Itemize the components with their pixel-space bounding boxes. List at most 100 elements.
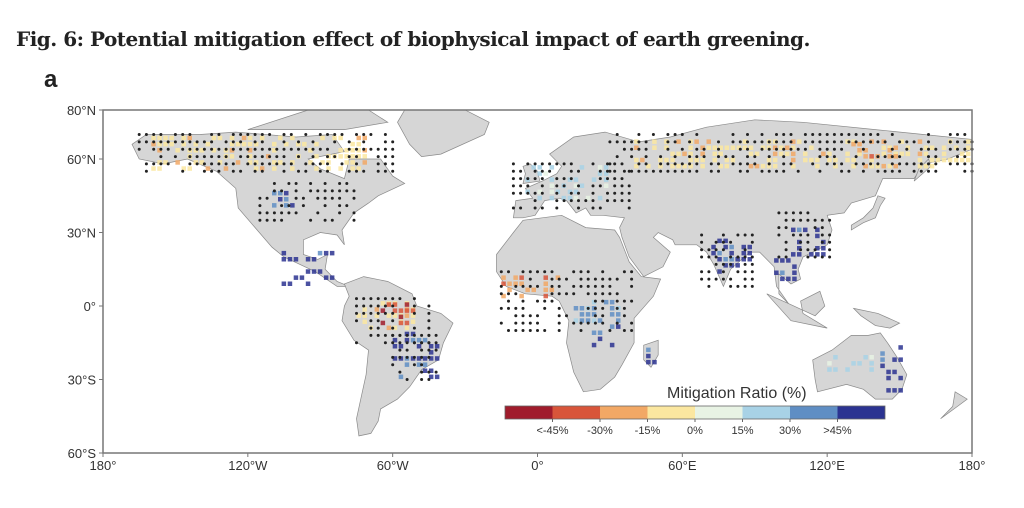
significance-dot [627,206,631,210]
significance-dot [579,277,583,281]
significance-dot [159,162,163,166]
data-patch [609,312,615,317]
significance-dot [695,155,699,159]
data-patch [766,163,772,169]
significance-dot [777,233,781,237]
data-patch [350,141,355,147]
significance-dot [280,204,284,208]
significance-dot [519,177,523,181]
data-patch [682,151,687,157]
data-patch [591,318,597,323]
data-patch [652,139,657,144]
significance-dot [883,155,887,159]
significance-dot [743,284,747,288]
significance-dot [934,162,938,166]
significance-dot [557,277,561,281]
significance-dot [562,177,566,181]
significance-dot [376,311,380,315]
significance-dot [784,211,788,215]
significance-dot [615,292,619,296]
data-patch [428,344,434,349]
data-patch [694,139,699,144]
significance-dot [688,155,692,159]
significance-dot [630,169,634,173]
data-patch [791,252,796,257]
significance-dot [202,169,206,173]
data-patch [386,325,392,331]
legend-color-bin [695,406,743,419]
data-patch [302,141,307,147]
data-patch [851,361,856,366]
significance-dot [338,189,342,193]
significance-dot [376,162,380,166]
significance-dot [412,311,416,315]
significance-dot [239,133,243,136]
data-patch [356,313,361,318]
data-patch [169,135,174,141]
data-patch [163,141,168,147]
significance-dot [963,147,967,151]
data-patch [356,154,361,159]
significance-dot [294,211,298,215]
significance-dot [543,270,547,274]
data-patch [579,306,585,311]
data-patch [597,171,603,176]
data-patch [344,160,349,165]
significance-dot [217,162,221,166]
x-tick-label: 120°W [228,458,268,473]
significance-dot [746,133,749,136]
significance-dot [579,329,583,332]
significance-dot [586,306,590,310]
significance-dot [391,147,395,151]
significance-dot [956,140,959,144]
significance-dot [613,169,617,173]
significance-dot [514,329,518,332]
significance-dot [557,329,561,332]
landmass-new-guinea [852,307,901,329]
significance-dot [188,162,192,166]
data-patch [724,157,730,163]
significance-dot [593,277,597,281]
data-patch [320,135,325,141]
data-patch [892,388,897,393]
data-patch [706,139,711,144]
data-patch [887,154,892,159]
significance-dot [557,306,561,310]
significance-dot [729,262,733,266]
data-patch [513,275,518,280]
data-patch [821,151,826,157]
significance-dot [702,155,706,159]
significance-dot [825,147,829,151]
significance-dot [338,182,342,185]
significance-dot [383,304,387,308]
significance-dot [543,306,547,310]
significance-dot [420,378,424,381]
significance-dot [644,147,648,151]
data-patch [929,157,935,163]
significance-dot [391,162,395,166]
data-patch [305,257,311,262]
significance-dot [721,262,725,266]
data-patch [917,139,923,144]
data-patch [917,157,923,163]
significance-dot [526,184,530,188]
significance-dot [890,147,894,151]
significance-dot [272,218,276,222]
significance-dot [309,218,313,222]
data-patch [898,357,903,362]
significance-dot [637,133,641,136]
significance-dot [398,333,402,337]
significance-dot [586,270,590,274]
significance-dot [345,182,349,185]
significance-dot [963,133,967,136]
data-patch [616,324,621,329]
significance-dot [543,329,547,332]
data-patch [797,139,802,144]
data-patch [821,252,826,257]
significance-dot [181,140,185,144]
significance-dot [714,240,718,244]
data-patch [549,287,555,293]
panel-label: a [44,66,58,93]
data-patch [332,135,337,141]
data-patch [362,160,367,165]
